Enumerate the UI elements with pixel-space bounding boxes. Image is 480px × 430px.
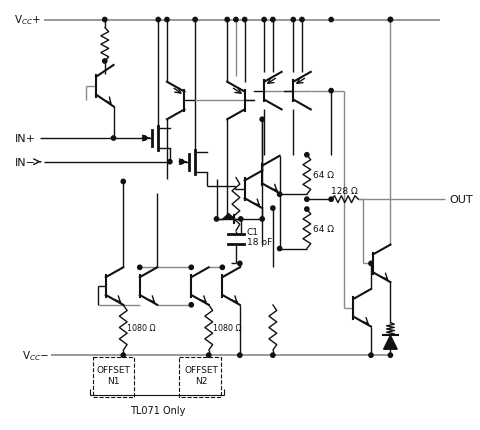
Text: N1: N1: [107, 376, 120, 385]
Circle shape: [305, 153, 309, 157]
Circle shape: [305, 207, 309, 212]
Circle shape: [193, 18, 197, 23]
Text: 64 Ω: 64 Ω: [312, 171, 334, 180]
Circle shape: [329, 197, 333, 202]
Circle shape: [138, 265, 142, 270]
Circle shape: [369, 261, 373, 266]
Circle shape: [239, 217, 243, 221]
Circle shape: [242, 18, 247, 23]
Circle shape: [329, 89, 333, 94]
Circle shape: [234, 18, 238, 23]
Text: IN−: IN−: [14, 157, 36, 167]
Text: C1: C1: [247, 228, 259, 237]
Text: 1080 Ω: 1080 Ω: [127, 323, 156, 332]
Circle shape: [121, 353, 125, 357]
Circle shape: [271, 206, 275, 211]
Circle shape: [225, 18, 229, 23]
Circle shape: [271, 353, 275, 357]
Circle shape: [238, 261, 242, 266]
Circle shape: [206, 353, 211, 357]
Text: OFFSET: OFFSET: [96, 366, 131, 375]
Text: 64 Ω: 64 Ω: [312, 225, 334, 234]
Circle shape: [143, 136, 147, 141]
Circle shape: [165, 18, 169, 23]
Circle shape: [238, 353, 242, 357]
Text: 18 pF: 18 pF: [247, 238, 272, 246]
Circle shape: [300, 18, 304, 23]
Text: V$_{CC}$+: V$_{CC}$+: [14, 14, 42, 28]
Circle shape: [260, 217, 264, 221]
Text: TL071 Only: TL071 Only: [130, 405, 185, 415]
Text: 1080 Ω: 1080 Ω: [213, 323, 241, 332]
Circle shape: [291, 18, 295, 23]
Text: OFFSET: OFFSET: [184, 366, 218, 375]
Circle shape: [111, 136, 116, 141]
Circle shape: [189, 303, 193, 307]
Circle shape: [369, 353, 373, 357]
Text: N2: N2: [195, 376, 207, 385]
Circle shape: [168, 160, 172, 165]
Circle shape: [388, 18, 393, 23]
Circle shape: [262, 18, 266, 23]
Circle shape: [277, 247, 282, 251]
Text: IN+: IN+: [14, 134, 36, 144]
Text: OUT: OUT: [450, 195, 473, 205]
Circle shape: [388, 18, 393, 23]
Circle shape: [103, 18, 107, 23]
Circle shape: [305, 197, 309, 202]
Text: V$_{CC}$−: V$_{CC}$−: [22, 348, 49, 362]
Circle shape: [215, 217, 219, 221]
Circle shape: [329, 18, 333, 23]
Circle shape: [271, 18, 275, 23]
Circle shape: [260, 118, 264, 122]
Circle shape: [277, 193, 282, 197]
Circle shape: [180, 160, 184, 165]
Circle shape: [156, 18, 160, 23]
Circle shape: [388, 353, 393, 357]
Text: 128 Ω: 128 Ω: [331, 186, 358, 195]
Circle shape: [189, 265, 193, 270]
Circle shape: [121, 180, 125, 184]
Circle shape: [220, 265, 225, 270]
Circle shape: [103, 60, 107, 64]
Polygon shape: [384, 336, 397, 350]
Polygon shape: [223, 214, 235, 219]
